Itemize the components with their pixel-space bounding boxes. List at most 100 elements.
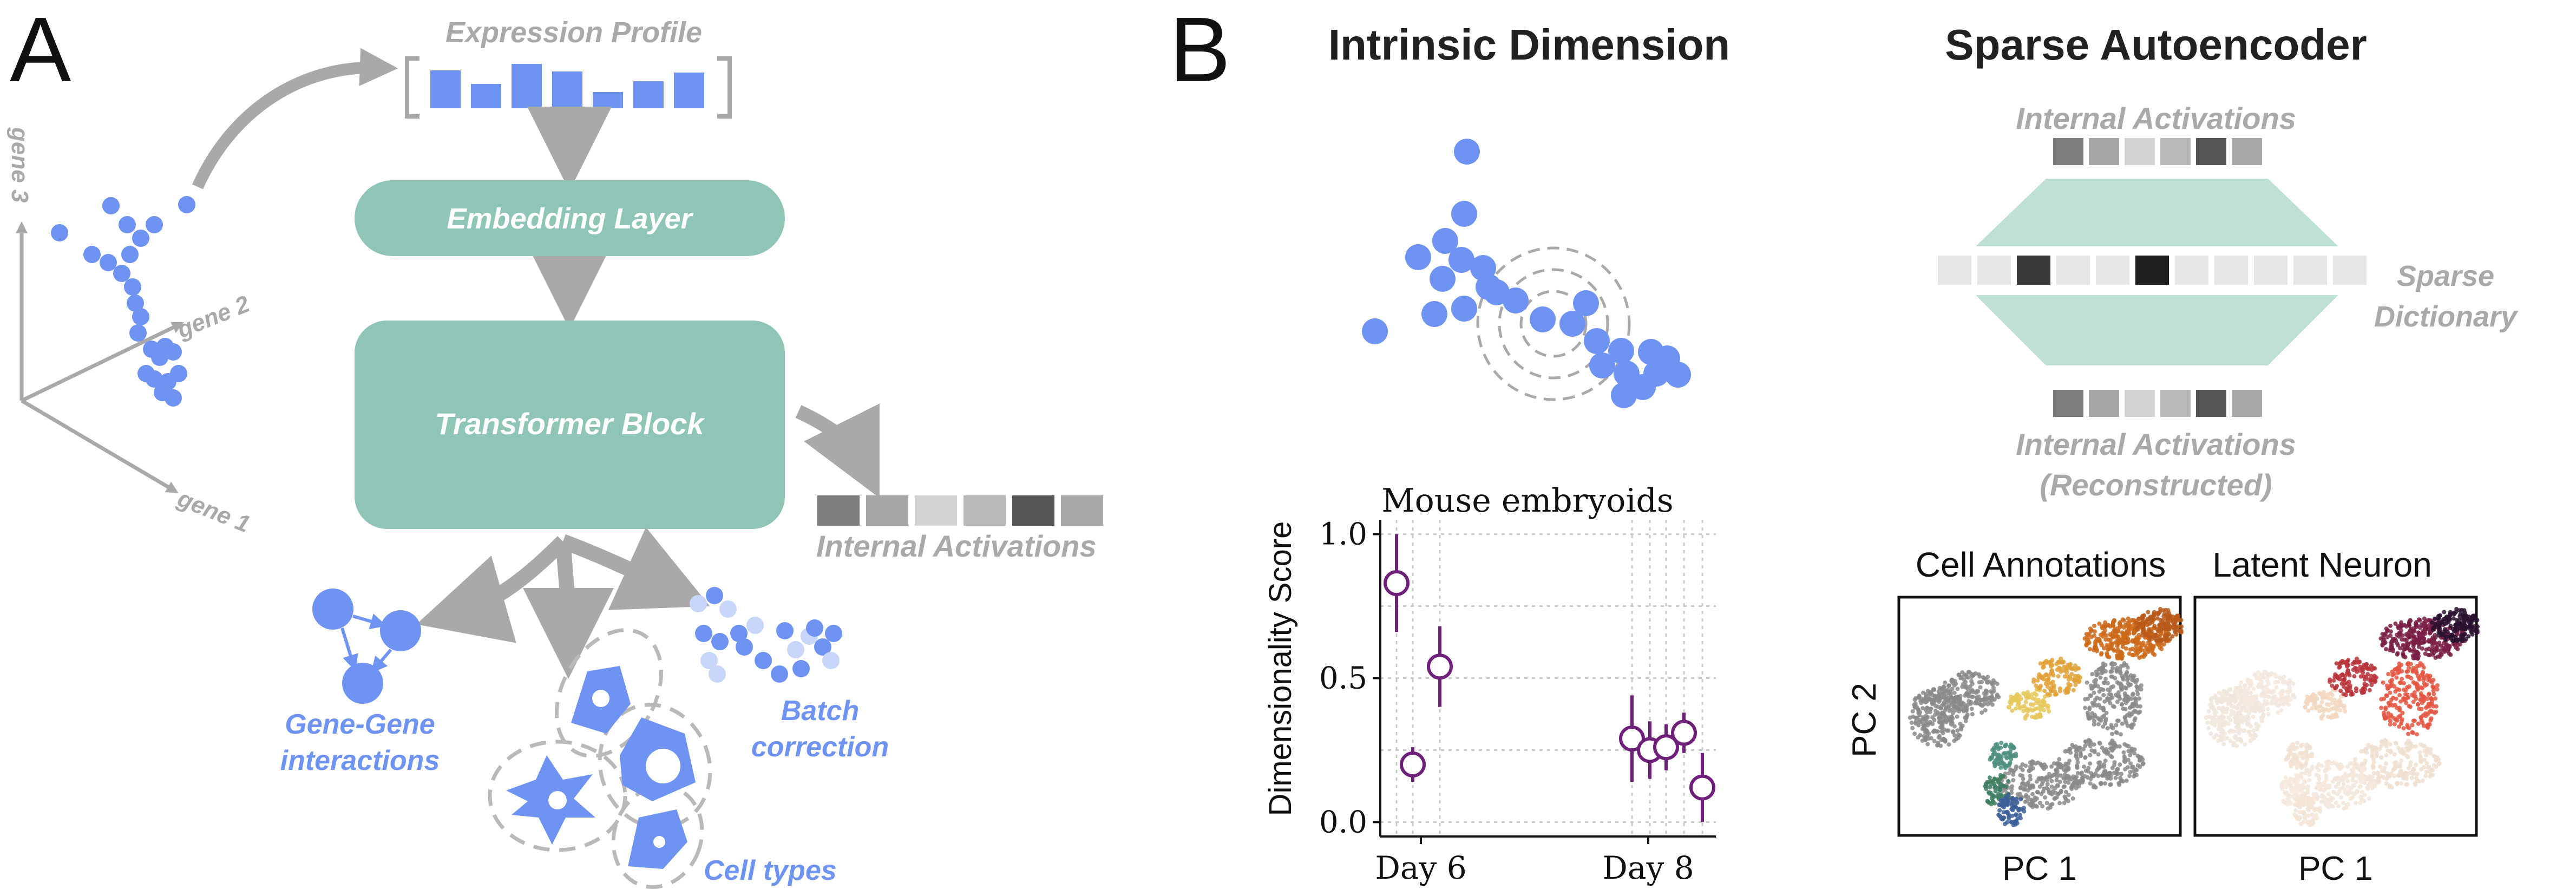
embedding-point [2219, 700, 2224, 704]
embedding-point [2103, 620, 2108, 625]
embedding-point [2419, 623, 2424, 627]
embedding-point [2351, 668, 2356, 672]
embedding-point [2410, 730, 2415, 735]
embedding-point [1932, 717, 1937, 722]
embedding-point [2375, 772, 2380, 776]
embedding-point [2369, 683, 2374, 688]
embedding-point [2306, 813, 2311, 818]
dictionary-cell [1977, 256, 2011, 285]
embedding-point [1997, 788, 2002, 793]
embedding-point [2349, 692, 2354, 697]
embedding-point [2098, 705, 2103, 710]
embedding-point [1959, 725, 1963, 730]
embedding-point [2348, 761, 2352, 766]
embedding-point [2070, 796, 2075, 801]
embedding-point [2276, 703, 2281, 708]
embedding-point [2115, 648, 2120, 652]
embedding-point [2089, 748, 2094, 753]
embedding-point [2401, 726, 2406, 731]
embedding-point [2369, 674, 2374, 678]
embedding-point [2293, 808, 2298, 813]
embedding-point [1942, 685, 1946, 689]
embedding-point [2419, 707, 2424, 711]
embedding-point [2343, 790, 2348, 795]
embedding-point [2415, 732, 2419, 737]
embedding-point [1923, 700, 1928, 704]
embedding-point [2367, 781, 2372, 786]
embedding-point [2092, 722, 2096, 727]
embedding-point [2429, 716, 2434, 721]
batch-point [736, 638, 753, 656]
embedding-point [2112, 770, 2116, 775]
embedding-point [2075, 766, 2080, 770]
batch-label-line2: correction [751, 731, 889, 763]
embedding-point [2051, 761, 2056, 766]
embedding-point [1941, 736, 1946, 741]
embedding-point [2287, 685, 2292, 690]
embedding-point [2139, 687, 2144, 692]
embedding-point [2447, 616, 2452, 621]
embedding-point [2415, 772, 2420, 776]
embedding-point [2435, 615, 2440, 620]
embedding-point [2309, 802, 2313, 807]
embedding-point [2418, 685, 2423, 690]
embedding-point [2371, 760, 2376, 764]
embedding-point [1952, 695, 1957, 700]
embedding-point [2388, 742, 2393, 747]
embedding-point [2435, 654, 2440, 659]
embedding-point [2108, 773, 2113, 778]
embedding-point [2389, 771, 2394, 776]
embedding-point [2114, 669, 2119, 674]
embedding-point [2408, 770, 2413, 775]
sae-sparse-dictionary [1938, 256, 2367, 285]
embedding-point [2289, 762, 2293, 767]
sae-reconstructed-cell [2232, 390, 2262, 417]
embedding-point [2388, 718, 2393, 723]
embedding-point [2141, 761, 2146, 766]
embedding-point [2129, 704, 2134, 709]
dictionary-cell [2333, 256, 2367, 285]
embedding-point [2405, 669, 2410, 674]
embedding-point [2125, 694, 2129, 699]
embedding-point [2010, 813, 2015, 818]
embedding-point [1952, 724, 1957, 729]
embedding-point [2125, 665, 2130, 670]
embedding-point [2038, 777, 2043, 782]
embedding-point [2426, 765, 2430, 770]
embedding-point [2359, 761, 2364, 766]
id-point [1405, 244, 1431, 270]
embedding-point [2138, 704, 2142, 709]
embedding-point [2361, 767, 2365, 772]
embedding-point [2235, 695, 2240, 700]
embedding-point [2416, 633, 2421, 638]
embedding-point [1914, 704, 1919, 709]
embedding-point [2386, 672, 2391, 677]
embedding-point [2236, 691, 2241, 696]
embedding-point [2379, 755, 2384, 760]
id-point [1584, 328, 1610, 354]
embedding-point [2047, 790, 2051, 795]
embedding-point [2413, 744, 2418, 749]
embedding-point [2121, 677, 2126, 682]
embedding-point [2173, 620, 2178, 624]
embedding-point [2278, 691, 2283, 696]
embedding-point [2204, 715, 2208, 720]
embedding-point [2102, 764, 2106, 769]
embedding-point [2414, 775, 2419, 780]
embedding-point [1917, 713, 1922, 718]
gene-space-point [100, 254, 117, 271]
embedding-point [2411, 665, 2416, 670]
embedding-point [2034, 683, 2038, 688]
embedding-point [1975, 701, 1979, 706]
embedding-point [2089, 774, 2094, 779]
embedding-point [2282, 702, 2286, 707]
embedding-point [2040, 704, 2044, 709]
embedding-point [2122, 618, 2127, 623]
embedding-point [2417, 750, 2422, 755]
embedding-point [2384, 646, 2388, 651]
embedding-point [2125, 743, 2129, 748]
reconstructed-label-line1: Internal Activations [2016, 427, 2296, 461]
cell-annotations-title: Cell Annotations [1916, 545, 2166, 584]
embedding-point [2096, 752, 2101, 757]
embedding-point [2461, 615, 2466, 619]
